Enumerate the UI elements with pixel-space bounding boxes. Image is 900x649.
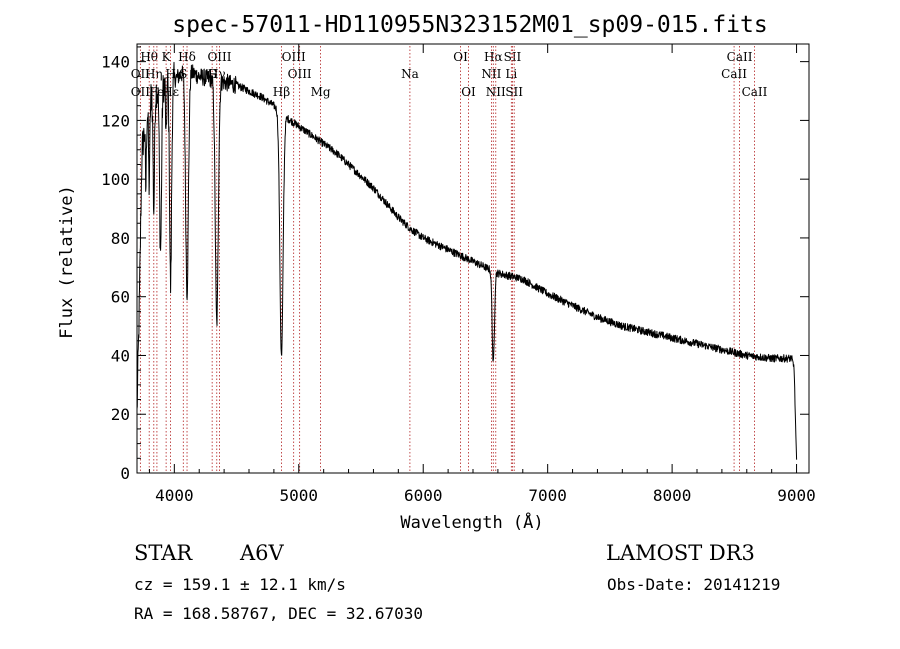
line-marker-label: OI [461,85,476,99]
line-marker-label: Hη [145,67,163,81]
spectral-class: A6V [239,541,285,565]
x-tick-label: 6000 [404,486,443,505]
x-tick-label: 7000 [528,486,567,505]
line-marker-label: SII [505,85,523,99]
y-tick-label: 100 [101,170,130,189]
line-marker-label: Hδ [178,50,196,64]
y-tick-label: 0 [120,464,130,483]
line-marker-label: Mg [311,85,331,99]
y-tick-label: 140 [101,53,130,72]
line-marker-label: OI [453,50,468,64]
line-marker-label: CaII [727,50,753,64]
y-tick-label: 40 [111,346,130,365]
y-axis: 0 20 40 60 80 100 120 140 [101,46,809,483]
redshift-cz: cz = 159.1 ± 12.1 km/s [134,575,346,594]
line-marker-label: Li [505,67,517,81]
y-tick-label: 20 [111,405,130,424]
line-marker-label: NII [481,67,501,81]
y-axis-label: Flux (relative) [57,185,77,339]
x-tick-label: 5000 [280,486,319,505]
survey-name: LAMOST DR3 [606,541,755,565]
line-marker-label: OII [131,85,151,99]
x-tick-label: 9000 [777,486,816,505]
chart-title: spec-57011-HD110955N323152M01_sp09-015.f… [172,12,767,38]
y-tick-label: 60 [111,288,130,307]
y-tick-label: 120 [101,111,130,130]
line-marker-label: K [162,50,172,64]
line-marker-label: OIII [282,50,306,64]
spectrum-series [136,61,798,460]
x-axis: 4000 5000 6000 7000 8000 9000 [148,44,816,505]
line-marker-label: Fe [150,85,165,99]
line-marker-label: Na [401,67,419,81]
line-marker-label: OIII [288,67,312,81]
y-tick-label: 80 [111,229,130,248]
line-marker-label: NII [486,85,506,99]
x-tick-label: 4000 [155,486,194,505]
object-type: STAR [134,541,193,565]
observation-date: Obs-Date: 20141219 [607,575,780,594]
line-marker-label: OII [131,67,151,81]
x-axis-label: Wavelength (Å) [400,511,543,533]
line-marker-label: SII [504,50,522,64]
spectrum-line [136,61,798,460]
ra-dec-coordinates: RA = 168.58767, DEC = 32.67030 [134,604,423,623]
line-marker-label: CaII [742,85,768,99]
line-marker-label: H [165,67,175,81]
line-marker-label: Hβ [273,85,290,99]
line-marker-label: CaII [721,67,747,81]
line-marker-label: G [207,67,217,81]
line-marker-label: Hα [484,50,503,64]
line-marker-label: Hε [162,85,179,99]
line-marker-label: OIII [207,50,231,64]
x-tick-label: 8000 [653,486,692,505]
